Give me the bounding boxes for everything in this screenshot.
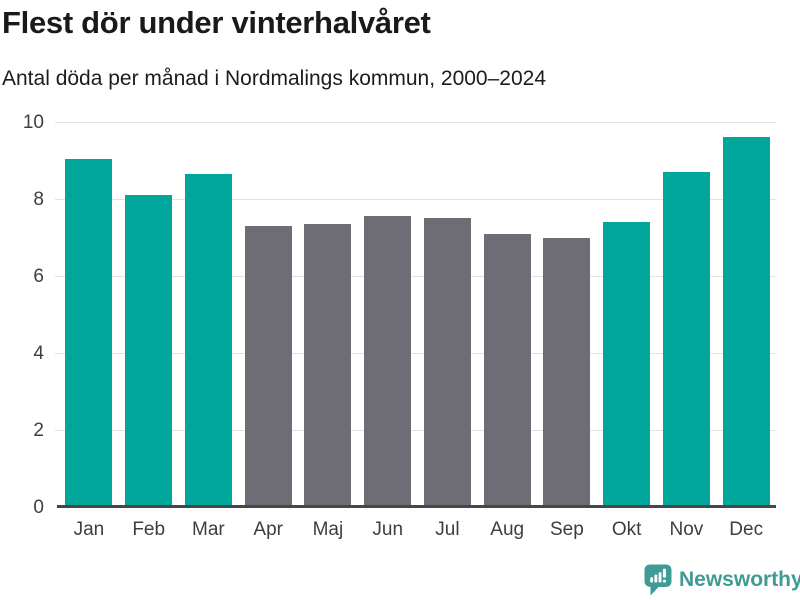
x-tick-label-jun: Jun (372, 519, 404, 540)
x-tick-label-maj: Maj (312, 519, 344, 540)
x-tick-label-dec: Dec (729, 519, 764, 540)
y-tick-label-4: 4 (33, 342, 44, 364)
bar-mar (184, 174, 232, 507)
bar-jan (65, 158, 113, 507)
bar-maj (304, 224, 352, 507)
bar-nov (662, 172, 710, 507)
gridline-4 (55, 353, 776, 354)
bar-okt (603, 222, 651, 507)
y-tick-label-6: 6 (33, 265, 44, 287)
y-axis: 0 2 4 6 8 10 (0, 112, 46, 518)
bar-feb (125, 195, 173, 507)
bar-sep (543, 237, 591, 507)
bar-dec (722, 137, 770, 507)
x-axis-line (57, 505, 776, 508)
y-tick-label-2: 2 (33, 419, 44, 441)
y-tick-label-0: 0 (33, 496, 44, 518)
plot-area (55, 122, 776, 507)
x-tick-label-aug: Aug (490, 519, 525, 540)
gridline-2 (55, 430, 776, 431)
newsworthy-logo-icon (644, 564, 672, 596)
x-tick-label-nov: Nov (669, 519, 704, 540)
x-tick-label-jan: Jan (73, 519, 105, 540)
x-tick-label-apr: Apr (253, 519, 283, 540)
x-tick-label-mar: Mar (192, 519, 225, 540)
gridline-10 (55, 122, 776, 123)
y-tick-label-10: 10 (22, 111, 44, 133)
chart-subtitle: Antal döda per månad i Nordmalings kommu… (2, 67, 547, 90)
bar-aug (483, 233, 531, 507)
y-tick-label-8: 8 (33, 188, 44, 210)
x-axis: Jan Feb Mar Apr Maj Jun Jul Aug Sep Okt Nov Dec (59, 518, 776, 544)
bar-jul (423, 218, 471, 507)
x-tick-label-feb: Feb (132, 519, 166, 540)
bar-apr (244, 225, 292, 507)
x-tick-label-jul: Jul (435, 519, 460, 540)
gridline-8 (55, 199, 776, 200)
newsworthy-brand-text: Newsworthy (679, 568, 800, 591)
x-tick-label-sep: Sep (549, 519, 584, 540)
newsworthy-logo: Newsworthy (644, 564, 800, 596)
chart-title: Flest dör under vinterhalvåret (2, 5, 431, 40)
bar-jun (364, 216, 412, 507)
gridline-6 (55, 276, 776, 277)
x-tick-label-okt: Okt (611, 519, 642, 540)
